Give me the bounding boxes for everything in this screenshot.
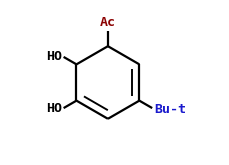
Text: Bu-t: Bu-t	[154, 103, 186, 116]
Text: HO: HO	[46, 50, 62, 63]
Text: HO: HO	[46, 102, 62, 115]
Text: Ac: Ac	[100, 16, 116, 29]
